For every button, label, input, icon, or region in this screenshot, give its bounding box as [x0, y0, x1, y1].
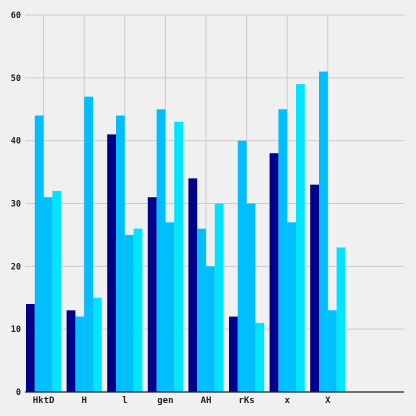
x-tick-label-gen: gen: [157, 396, 173, 406]
bar-s1-x: [278, 109, 288, 392]
bar-s1-l: [116, 115, 125, 393]
bar-s3-X: [336, 247, 346, 392]
x-tick-label-H: H: [81, 396, 86, 406]
bar-s0-HktD: [26, 304, 35, 392]
bar-s1-HktD: [34, 115, 44, 393]
y-tick-label-10: 10: [11, 325, 21, 335]
bar-s0-H: [66, 310, 76, 392]
bar-s1-X: [319, 71, 328, 393]
bar-s2-HktD: [43, 197, 53, 392]
bar-s2-X: [327, 310, 337, 392]
bar-s2-H: [84, 96, 93, 392]
bar-s0-X: [310, 184, 319, 392]
bar-s1-rKs: [237, 140, 247, 392]
bar-s3-x: [296, 84, 305, 392]
bar-s0-x: [269, 153, 279, 392]
x-tick-label-rKs: rKs: [238, 396, 254, 406]
bar-s2-l: [124, 234, 134, 392]
bar-s2-AH: [206, 266, 215, 392]
x-tick-label-HktD: HktD: [33, 396, 55, 406]
bar-s3-gen: [174, 121, 183, 393]
y-tick-label-0: 0: [16, 388, 21, 398]
y-tick-label-30: 30: [11, 200, 21, 210]
bar-s1-gen: [156, 109, 166, 392]
bar-s0-AH: [188, 178, 198, 392]
bar-s3-l: [133, 228, 143, 392]
bar-s2-x: [287, 222, 296, 392]
x-tick-label-l: l: [122, 396, 127, 406]
x-tick-label-AH: AH: [201, 396, 212, 406]
bar-s3-AH: [214, 203, 224, 392]
bar-s3-rKs: [255, 322, 265, 392]
y-tick-label-40: 40: [11, 137, 21, 147]
bar-s2-gen: [165, 222, 175, 392]
bar-s0-rKs: [229, 316, 238, 392]
bar-s0-gen: [147, 197, 157, 392]
y-tick-label-20: 20: [11, 262, 21, 272]
x-tick-label-x: x: [284, 396, 290, 406]
y-tick-label-60: 60: [11, 11, 21, 21]
bar-s3-H: [93, 297, 102, 392]
bar-s1-H: [75, 316, 85, 392]
bars: [26, 71, 346, 393]
bar-s2-rKs: [246, 203, 256, 392]
bar-s3-HktD: [52, 190, 62, 392]
bar-s0-l: [107, 134, 116, 392]
x-tick-label-X: X: [325, 396, 331, 406]
y-tick-label-50: 50: [11, 74, 21, 84]
bar-s1-AH: [197, 228, 206, 392]
